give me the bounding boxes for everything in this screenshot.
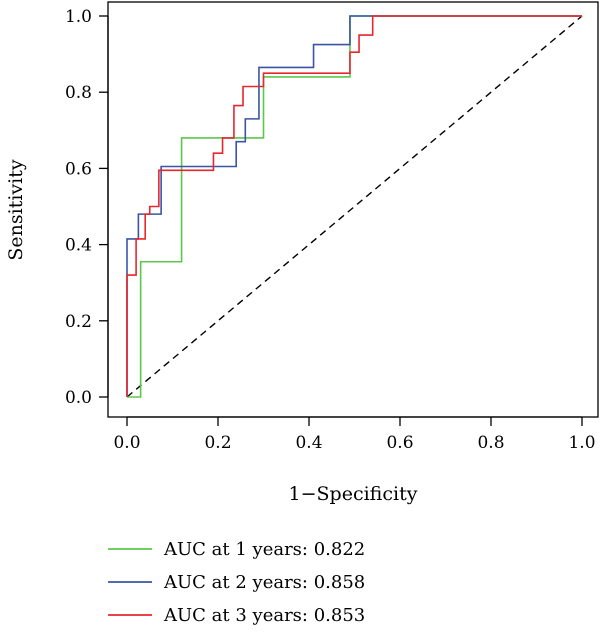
reference-diagonal-group bbox=[126, 15, 583, 398]
reference-diagonal-line bbox=[126, 15, 583, 398]
y-tick-label: 0.8 bbox=[65, 83, 92, 103]
x-tick-label: 0.8 bbox=[477, 433, 504, 453]
x-tick-label: 0.4 bbox=[295, 433, 322, 453]
y-tick-label: 0.2 bbox=[65, 312, 92, 332]
x-axis-title: 1−Specificity bbox=[289, 483, 418, 505]
legend: AUC at 1 years: 0.822 AUC at 2 years: 0.8… bbox=[108, 539, 365, 626]
legend-label-series-1: AUC at 1 years: 0.822 bbox=[163, 539, 365, 560]
y-tick-label: 0.4 bbox=[65, 236, 92, 256]
y-tick-label: 1.0 bbox=[65, 7, 92, 27]
roc-curves bbox=[126, 15, 582, 398]
roc-curve-series-2 bbox=[126, 15, 582, 397]
legend-label-series-3: AUC at 3 years: 0.853 bbox=[163, 605, 365, 626]
x-tick-label: 1.0 bbox=[568, 433, 595, 453]
x-axis: 0.0 0.2 0.4 0.6 0.8 1.0 bbox=[113, 416, 596, 453]
x-tick-label: 0.0 bbox=[113, 433, 140, 453]
legend-label-series-2: AUC at 2 years: 0.858 bbox=[163, 572, 365, 593]
y-axis-title: Sensitivity bbox=[5, 159, 27, 260]
roc-curve-series-3 bbox=[126, 15, 582, 397]
y-tick-label: 0.0 bbox=[65, 388, 92, 408]
x-tick-label: 0.6 bbox=[386, 433, 413, 453]
y-axis: 0.0 0.2 0.4 0.6 0.8 1.0 bbox=[65, 7, 109, 408]
x-tick-label: 0.2 bbox=[204, 433, 231, 453]
y-tick-label: 0.6 bbox=[65, 159, 92, 179]
